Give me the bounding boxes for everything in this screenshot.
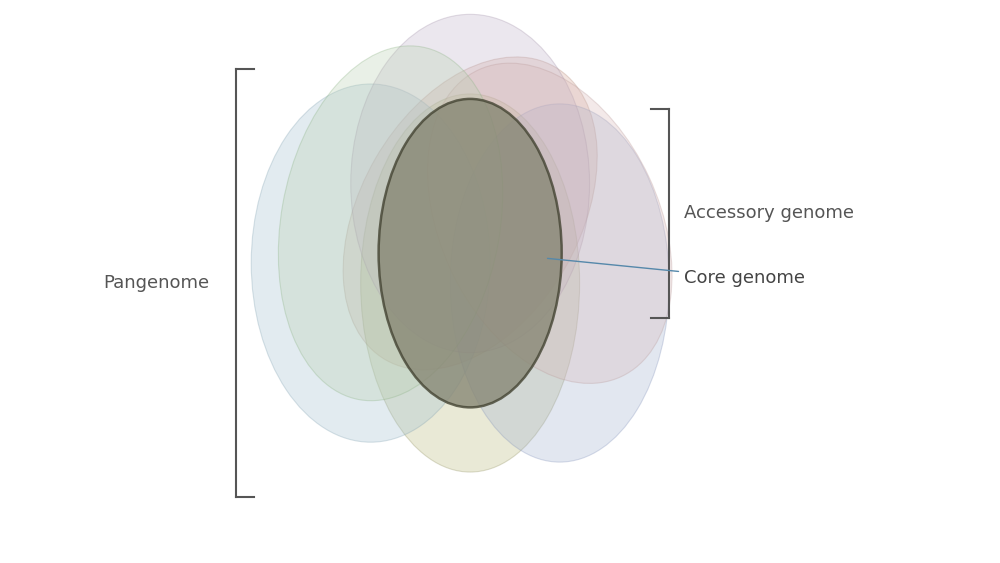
Ellipse shape xyxy=(361,94,580,472)
Ellipse shape xyxy=(351,14,590,352)
Text: Pangenome: Pangenome xyxy=(104,274,210,292)
Ellipse shape xyxy=(251,84,490,442)
Ellipse shape xyxy=(379,99,562,408)
Ellipse shape xyxy=(343,57,597,370)
Text: Accessory genome: Accessory genome xyxy=(684,204,854,222)
Text: Core genome: Core genome xyxy=(548,258,805,287)
Ellipse shape xyxy=(278,46,503,401)
Ellipse shape xyxy=(427,63,672,383)
Ellipse shape xyxy=(450,104,669,462)
